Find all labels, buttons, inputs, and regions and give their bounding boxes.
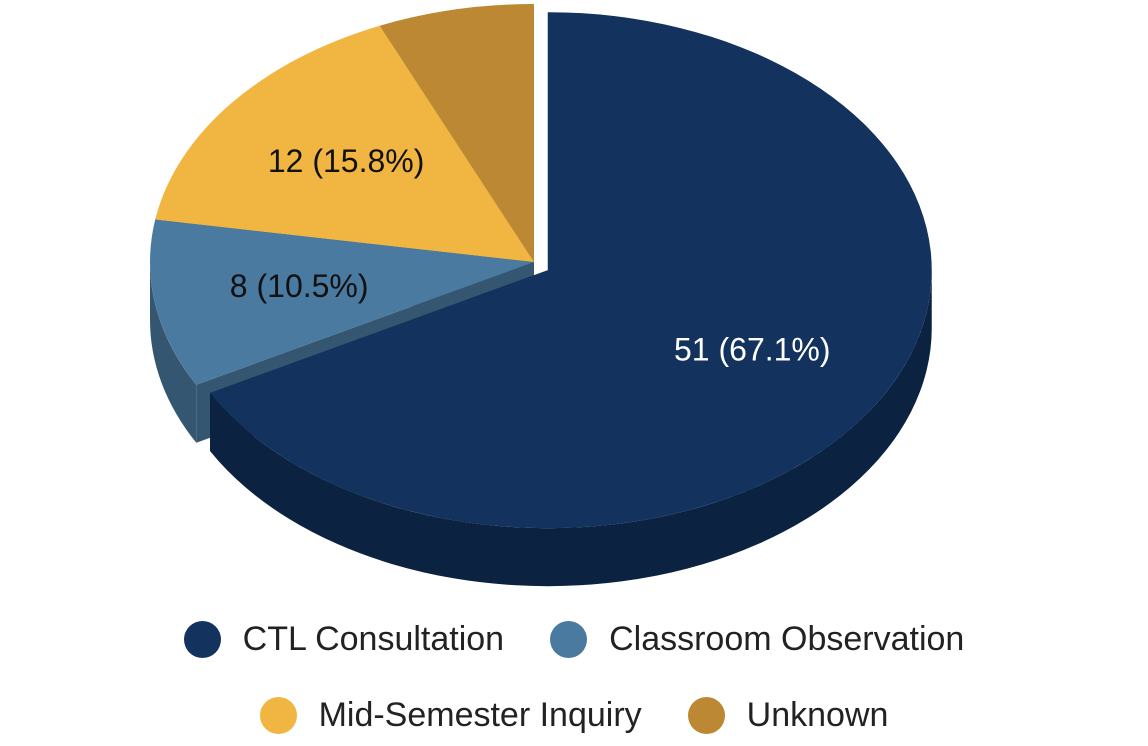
pie-side-classroom-observation — [150, 262, 197, 443]
pie-labels: 51 (67.1%) 8 (10.5%) 12 (15.8%) — [230, 143, 831, 367]
legend-swatch — [687, 697, 725, 734]
pie-slice-mid-semester-inquiry[interactable] — [155, 25, 535, 262]
legend-label: Unknown — [746, 696, 889, 734]
legend-label: Mid-Semester Inquiry — [318, 696, 642, 734]
legend-swatch — [550, 621, 588, 658]
legend-item-mid-semester-inquiry[interactable]: Mid-Semester Inquiry — [259, 696, 642, 735]
legend-label: CTL Consultation — [242, 620, 505, 658]
legend-row: CTL Consultation Classroom Observation — [0, 620, 1148, 659]
legend-item-classroom-observation[interactable]: Classroom Observation — [550, 620, 964, 659]
legend-swatch — [183, 621, 221, 658]
data-label: 12 (15.8%) — [268, 143, 425, 179]
pie-slice-ctl-consultation[interactable] — [210, 12, 932, 529]
pie-slice-unknown[interactable] — [379, 4, 534, 262]
data-label: 51 (67.1%) — [674, 332, 831, 368]
legend-item-ctl-consultation[interactable]: CTL Consultation — [183, 620, 505, 659]
legend-label: Classroom Observation — [609, 620, 965, 658]
legend-item-unknown[interactable]: Unknown — [687, 696, 889, 735]
legend-swatch — [259, 697, 297, 734]
pie-slice-classroom-observation[interactable] — [150, 219, 535, 385]
data-label: 8 (10.5%) — [230, 268, 369, 304]
pie-side-ctl-consultation — [210, 270, 932, 587]
pie-tops — [150, 4, 932, 529]
legend-row: Mid-Semester Inquiry Unknown — [0, 696, 1148, 735]
